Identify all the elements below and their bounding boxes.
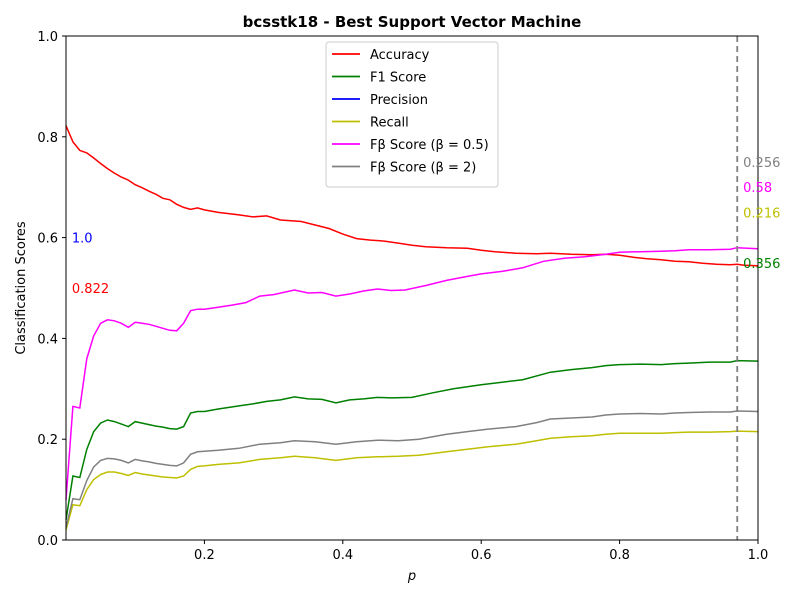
series-line-recall xyxy=(65,430,759,531)
x-tick-label: 0.2 xyxy=(194,548,215,563)
series-line-f-score-0-5 xyxy=(65,246,759,500)
legend-box xyxy=(325,41,499,188)
legend-label-precision: Precision xyxy=(370,93,428,108)
y-tick-label: 0.8 xyxy=(37,131,58,146)
x-tick-label: 1.0 xyxy=(748,548,769,563)
legend-label-f1-score: F1 Score xyxy=(370,71,426,86)
y-tick-label: 0.2 xyxy=(37,433,58,448)
y-tick-label: 0.4 xyxy=(37,332,58,347)
x-tick-label: 0.8 xyxy=(609,548,630,563)
x-tick-label: 0.6 xyxy=(471,548,492,563)
series-line-f-score-2 xyxy=(65,410,759,528)
value-annotation: 0.216 xyxy=(743,206,780,221)
y-tick-label: 0.0 xyxy=(37,534,58,549)
legend: Accuracy F1 Score Precision Recall Fβ Score … xyxy=(325,41,499,188)
y-axis-label: Classification Scores xyxy=(14,221,29,355)
y-tick-label: 0.6 xyxy=(37,232,58,247)
legend-label-recall: Recall xyxy=(370,116,409,131)
plot-lines xyxy=(65,125,759,531)
chart-title: bcsstk18 - Best Support Vector Machine xyxy=(243,13,582,31)
legend-label-f-score-2: Fβ Score (β = 2) xyxy=(370,161,476,176)
series-line-accuracy xyxy=(65,125,759,267)
annotations: 1.0 0.822 0.256 0.58 0.216 0.356 xyxy=(72,156,780,297)
value-annotation: 0.58 xyxy=(743,181,772,196)
series-line-f1-score xyxy=(65,359,759,520)
legend-label-f-score-0-5: Fβ Score (β = 0.5) xyxy=(370,138,489,153)
value-annotation: 0.256 xyxy=(743,156,780,171)
x-axis: 0.2 0.4 0.6 0.8 1.0 xyxy=(194,540,768,563)
legend-label-accuracy: Accuracy xyxy=(370,48,430,63)
x-tick-label: 0.4 xyxy=(332,548,353,563)
y-tick-label: 1.0 xyxy=(37,30,58,45)
value-annotation: 1.0 xyxy=(72,232,93,247)
plot-frame xyxy=(65,35,759,541)
x-axis-label: p xyxy=(407,569,416,584)
y-axis: 0.0 0.2 0.4 0.6 0.8 1.0 xyxy=(37,30,66,549)
value-annotation: 0.822 xyxy=(72,282,109,297)
value-annotation: 0.356 xyxy=(743,257,780,272)
